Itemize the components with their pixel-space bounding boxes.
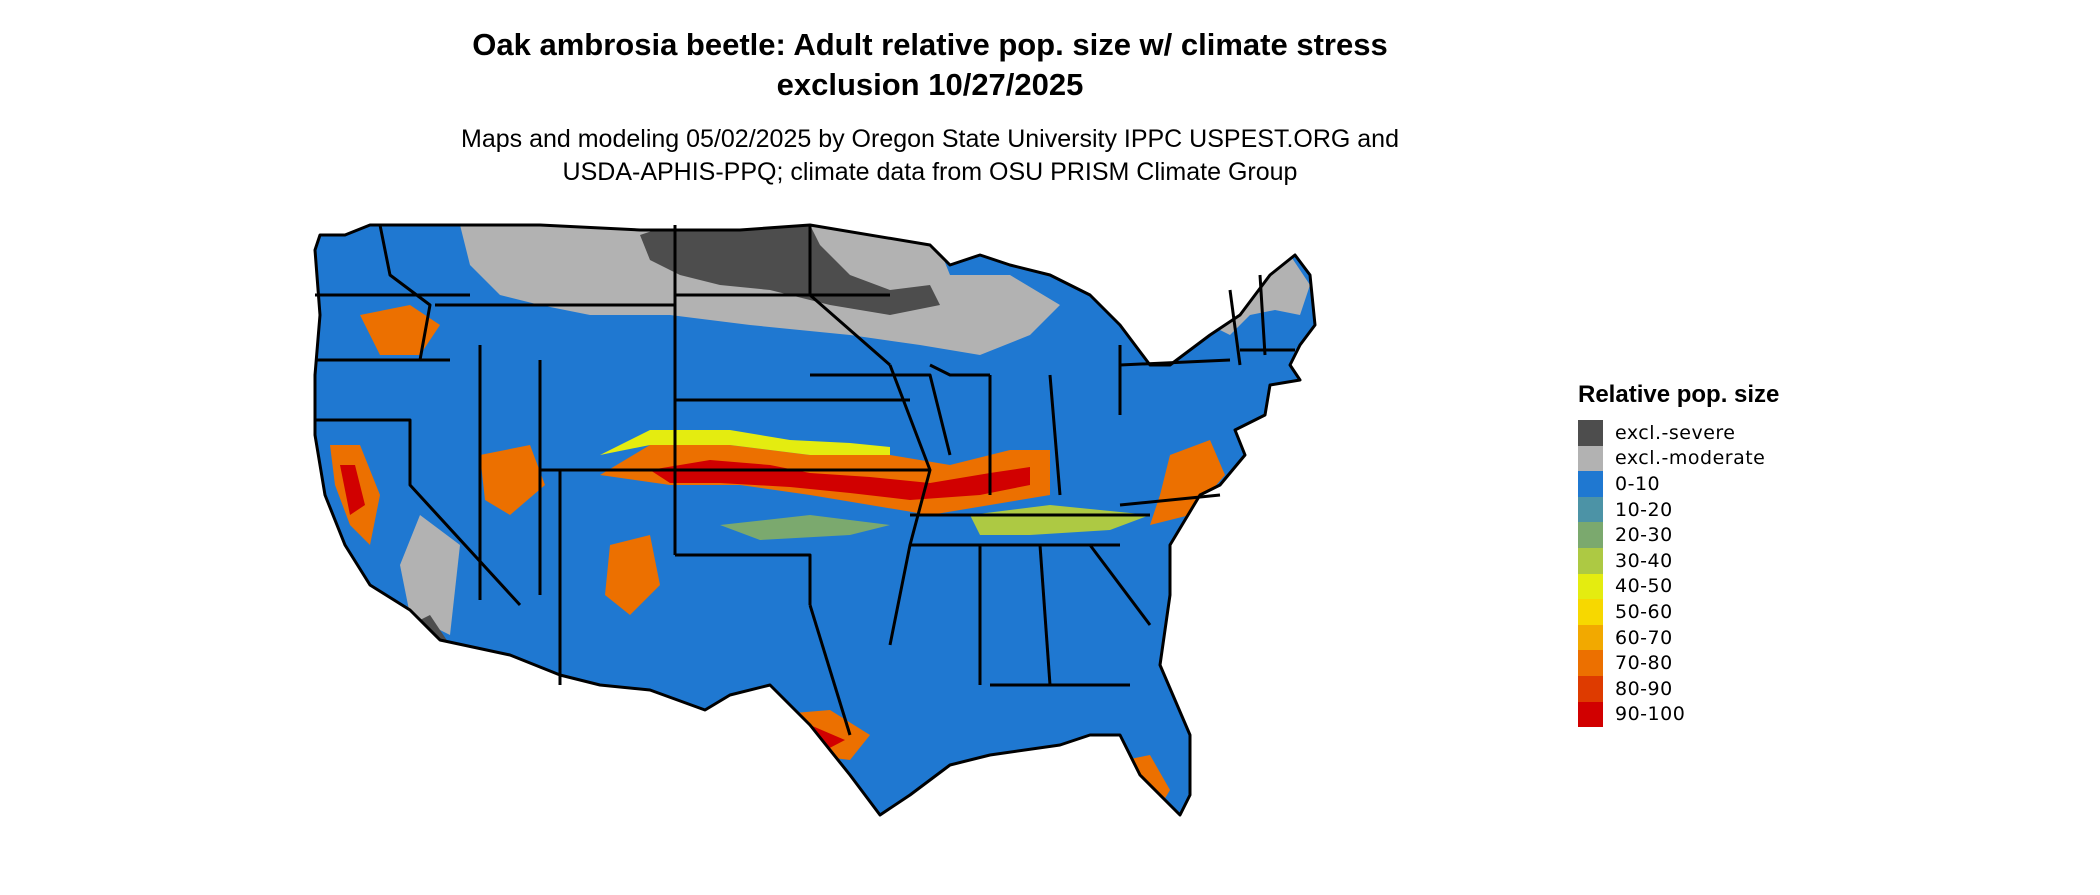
legend-item: 50-60	[1578, 599, 1779, 625]
legend-label: 30-40	[1615, 549, 1673, 572]
legend-label: 90-100	[1615, 703, 1686, 726]
state-line-ca-nv	[315, 418, 522, 607]
zone-20-30-south	[720, 515, 890, 540]
legend-item: 70-80	[1578, 650, 1779, 676]
legend-item: excl.-severe	[1578, 420, 1779, 446]
legend-swatch	[1578, 624, 1603, 651]
zone-40-50-central	[600, 430, 890, 455]
legend-label: 0-10	[1615, 472, 1661, 495]
legend-item: 30-40	[1578, 547, 1779, 574]
zone-70-80-oregon	[360, 305, 440, 355]
zone-70-80-newmexico	[605, 535, 660, 615]
state-line-al-ga	[1038, 544, 1052, 686]
state-line-vt-nh	[1258, 274, 1267, 356]
legend-item: 20-30	[1578, 522, 1779, 548]
map-subtitle-line-1: Maps and modeling 05/02/2025 by Oregon S…	[461, 125, 1399, 153]
state-line-ny-new-england	[1228, 289, 1242, 366]
state-line-mn-east	[808, 225, 891, 367]
legend-swatch	[1578, 547, 1603, 574]
zone-70-80-utah	[480, 445, 545, 515]
legend-label: excl.-severe	[1615, 421, 1736, 444]
legend-item: excl.-moderate	[1578, 445, 1779, 472]
legend-swatch	[1578, 573, 1603, 600]
state-line-va-nc	[1119, 493, 1221, 507]
legend-swatch	[1578, 496, 1603, 523]
state-line-in-oh	[1048, 374, 1062, 496]
legend-item: 80-90	[1578, 675, 1779, 702]
legend-item: 40-50	[1578, 573, 1779, 600]
state-line-ok-tx	[675, 553, 812, 605]
map-title-line-1: Oak ambrosia beetle: Adult relative pop.…	[472, 27, 1388, 62]
legend-swatch	[1578, 522, 1603, 548]
legend-swatch	[1578, 650, 1603, 676]
legend-item: 60-70	[1578, 624, 1779, 651]
legend-label: 10-20	[1615, 498, 1673, 521]
legend-label: 60-70	[1615, 626, 1673, 649]
legend-swatch	[1578, 420, 1603, 446]
legend-swatch	[1578, 701, 1603, 728]
zone-30-40-east	[970, 505, 1150, 535]
legend-swatch	[1578, 445, 1603, 472]
zone-90-100-west	[340, 465, 365, 515]
legend-swatch	[1578, 599, 1603, 625]
zone-excl-moderate-plains	[460, 225, 1060, 355]
legend-label: 40-50	[1615, 575, 1673, 598]
us-population-map	[313, 223, 1317, 817]
state-line-ia-mo	[810, 373, 952, 456]
state-line-mississippi	[888, 364, 932, 646]
legend-label: 20-30	[1615, 524, 1673, 547]
legend-swatch	[1578, 675, 1603, 702]
state-line-id-west	[378, 224, 432, 361]
legend-label: excl.-moderate	[1615, 447, 1766, 470]
legend-title: Relative pop. size	[1578, 381, 1780, 408]
state-line-ga-sc	[1088, 544, 1152, 626]
zone-excl-severe-north	[640, 225, 940, 315]
map-subtitle-line-2: USDA-APHIS-PPQ; climate data from OSU PR…	[562, 158, 1298, 186]
legend-label: 80-90	[1615, 677, 1673, 700]
legend-item: 90-100	[1578, 701, 1779, 728]
legend-items: excl.-severe excl.-moderate 0-10 10-20 20-30…	[1578, 420, 1779, 728]
legend-item: 0-10	[1578, 471, 1779, 497]
zone-70-80-east	[1150, 440, 1225, 525]
zone-excl-moderate-southwest	[400, 515, 460, 635]
legend-label: 70-80	[1615, 652, 1673, 675]
map-legend: Relative pop. size excl.-severe excl.-mod…	[1578, 380, 1780, 728]
legend-item: 10-20	[1578, 496, 1779, 523]
legend-swatch	[1578, 471, 1603, 497]
state-line-pa-ny	[1119, 358, 1231, 367]
map-title-line-2: exclusion 10/27/2025	[776, 67, 1084, 102]
us-outline	[313, 223, 1317, 817]
state-boundaries	[313, 223, 1317, 817]
state-line-tx-east	[808, 604, 852, 736]
state-line-wi-il	[929, 363, 990, 377]
legend-label: 50-60	[1615, 600, 1673, 623]
